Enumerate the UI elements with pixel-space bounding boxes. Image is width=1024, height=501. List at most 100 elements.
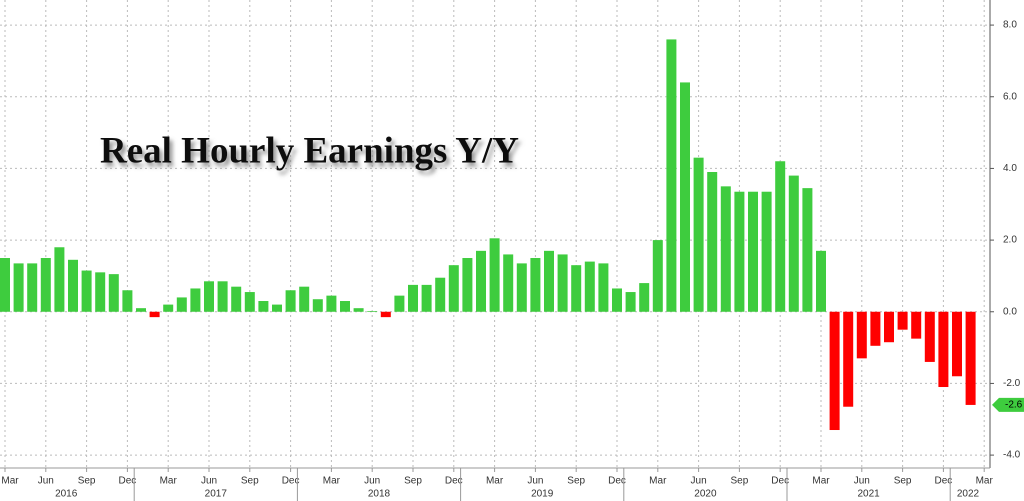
bar [965,311,976,405]
bar [911,311,922,339]
bar [530,258,541,312]
bar [748,191,758,312]
bar [204,281,214,312]
bar [122,290,133,312]
x-tick-label: Mar [812,476,830,487]
x-tick-label: Mar [1,476,19,487]
x-tick-label: Mar [323,476,341,487]
bar [285,290,296,312]
bar [95,272,106,312]
x-tick-label: Sep [404,476,422,487]
bar [108,274,119,312]
x-tick-label: Dec [445,476,463,487]
x-tick-label: Sep [241,476,259,487]
y-tick-label: 6.0 [1003,91,1017,102]
bar [149,311,160,318]
bar [54,247,65,312]
y-tick-label: 0.0 [1003,306,1017,317]
bar [571,265,582,312]
bar [380,311,391,318]
x-tick-label: Mar [160,476,178,487]
bar [612,288,622,312]
bar [775,161,786,312]
x-tick-label: Dec [119,476,137,487]
bar [231,286,242,312]
bar [421,284,432,312]
bar [720,186,731,312]
bar [516,263,527,312]
bar [367,311,378,312]
bar [707,172,718,312]
bar [462,258,473,312]
bar [476,250,486,312]
bar [652,240,663,312]
x-tick-label: Dec [282,476,300,487]
bar [272,304,282,312]
chart-title: Real Hourly Earnings Y/Y [100,130,519,171]
x-tick-label: Sep [894,476,912,487]
bar [816,250,826,312]
bar [435,277,446,312]
bar [734,191,745,312]
bar [217,281,228,312]
x-tick-label: Sep [78,476,96,487]
bar [856,311,867,359]
bar [136,308,146,312]
year-label: 2019 [531,489,554,500]
bar [81,270,92,312]
bar [897,311,908,330]
bar [952,311,962,377]
bar [40,258,51,312]
year-label: 2016 [55,489,78,500]
bar [13,263,24,312]
bar [312,299,323,312]
bar [788,175,799,312]
x-tick-label: Jun [364,476,380,487]
bar [802,188,813,312]
bar [666,39,677,312]
bar [598,263,609,312]
x-tick-label: Jun [201,476,217,487]
bar [870,311,881,346]
bar [190,288,201,312]
y-tick-label: 2.0 [1003,235,1017,246]
bar [448,265,459,312]
bar [625,292,636,312]
bar [489,238,500,312]
bar [938,311,949,388]
x-tick-label: Dec [935,476,953,487]
y-tick-label: -2.0 [1003,378,1021,389]
x-tick-label: Sep [731,476,749,487]
bar [884,311,894,343]
x-tick-label: Mar [976,476,994,487]
x-tick-label: Jun [691,476,707,487]
bar [544,250,554,312]
x-tick-label: Dec [608,476,626,487]
x-tick-label: Mar [649,476,667,487]
bar [176,297,187,312]
bar [340,301,350,312]
bar [0,258,10,312]
x-tick-label: Jun [527,476,543,487]
year-label: 2022 [957,489,980,500]
x-tick-label: Sep [567,476,585,487]
bar [27,263,38,312]
last-value-box [992,397,1024,412]
bar [843,311,854,407]
year-label: 2017 [205,489,228,500]
bar [924,311,935,362]
bar [258,301,269,312]
year-label: 2021 [857,489,880,500]
bar [693,157,704,312]
bar [326,295,337,312]
bar [639,283,650,312]
bar [299,286,310,312]
x-tick-label: Mar [486,476,504,487]
y-tick-label: -4.0 [1003,450,1021,461]
bar [394,295,405,312]
bar [584,261,595,312]
y-tick-label: 4.0 [1003,163,1017,174]
bar [353,308,364,312]
